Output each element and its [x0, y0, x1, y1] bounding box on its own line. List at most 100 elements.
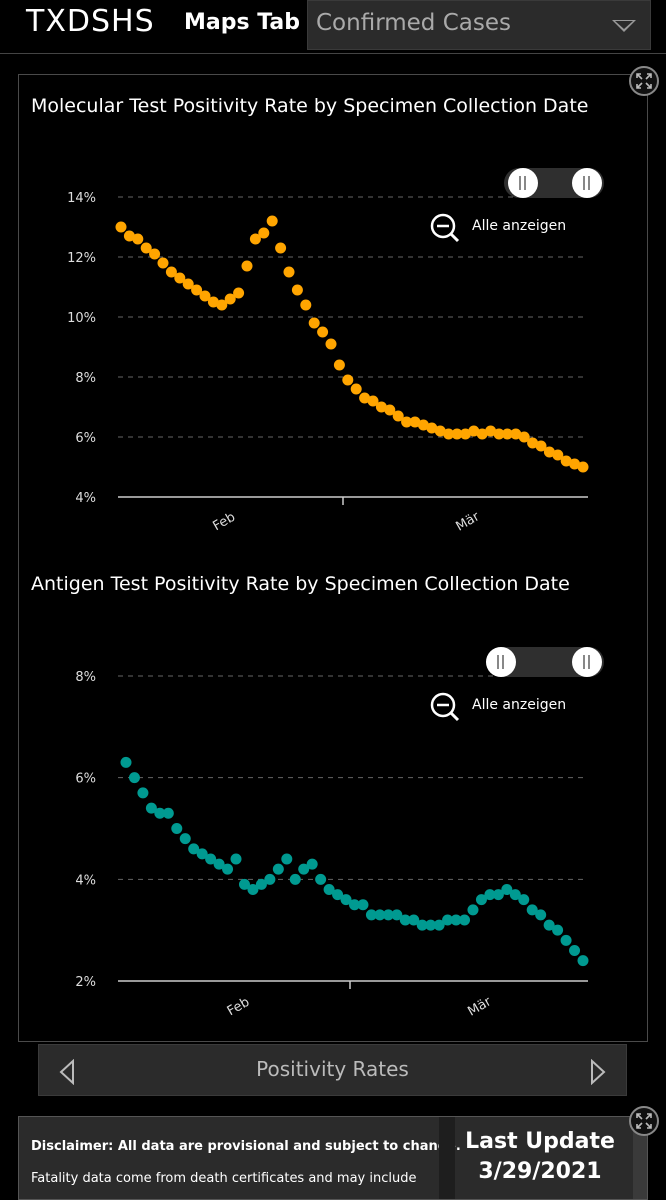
- antigen-chart: 2% 4% 6% 8% Feb Mär: [75, 670, 589, 1020]
- data-point: [182, 278, 194, 290]
- show-all-label: Alle anzeigen: [472, 697, 567, 713]
- y-tick-label: 12%: [67, 251, 96, 266]
- zoom-out-icon: [430, 692, 460, 722]
- slider-handle-right[interactable]: [572, 168, 602, 198]
- slider-handle-left[interactable]: [486, 647, 516, 677]
- fatality-note: Fatality data come from death certificat…: [31, 1171, 417, 1186]
- data-point: [476, 428, 488, 440]
- y-tick-label: 2%: [75, 975, 96, 990]
- data-point: [123, 230, 135, 242]
- case-type-dropdown[interactable]: Confirmed Cases: [307, 0, 651, 50]
- data-point: [238, 878, 250, 890]
- data-point: [501, 884, 513, 895]
- data-point: [493, 428, 505, 440]
- data-point: [401, 416, 413, 428]
- data-point: [374, 909, 386, 921]
- data-point: [527, 437, 539, 449]
- data-point: [264, 873, 276, 885]
- data-point: [510, 428, 522, 440]
- data-point: [171, 823, 183, 834]
- data-point: [443, 428, 455, 440]
- antigen-chart-title: Antigen Test Positivity Rate by Specimen…: [31, 573, 570, 595]
- footer-panel: Disclaimer: All data are provisional and…: [18, 1116, 648, 1200]
- chart-pager: Positivity Rates: [38, 1044, 627, 1096]
- data-point: [340, 894, 352, 906]
- data-point: [241, 260, 253, 272]
- data-point: [349, 899, 360, 911]
- data-point: [518, 431, 530, 443]
- data-point: [501, 428, 513, 440]
- data-point: [560, 934, 572, 946]
- chevron-left-icon[interactable]: [57, 1059, 79, 1085]
- data-point: [249, 233, 261, 245]
- data-point: [300, 299, 312, 311]
- data-point: [543, 446, 555, 458]
- expand-icon[interactable]: [629, 1106, 659, 1136]
- data-point: [140, 242, 152, 254]
- data-point: [266, 215, 278, 227]
- data-point: [258, 227, 270, 239]
- data-point: [233, 287, 245, 299]
- data-point: [467, 904, 479, 916]
- data-point: [416, 919, 428, 931]
- data-point: [323, 884, 335, 895]
- x-tick-label: Mär: [465, 994, 494, 1020]
- data-point: [560, 455, 572, 467]
- data-point: [577, 955, 589, 967]
- data-point: [145, 802, 157, 814]
- data-point: [342, 374, 354, 386]
- pager-label: Positivity Rates: [256, 1057, 409, 1081]
- data-point: [359, 392, 371, 404]
- last-update-label: Last Update: [465, 1129, 615, 1154]
- data-point: [459, 428, 471, 440]
- data-point: [577, 461, 589, 473]
- data-point: [333, 359, 345, 371]
- slider-handle-right[interactable]: [572, 647, 602, 677]
- slider-handle-left[interactable]: [508, 168, 538, 198]
- data-point: [283, 266, 295, 278]
- data-point: [484, 889, 496, 901]
- data-point: [543, 919, 555, 931]
- data-point: [115, 221, 127, 233]
- data-point: [275, 242, 287, 254]
- data-point: [315, 873, 327, 885]
- y-tick-label: 6%: [75, 431, 96, 446]
- zoom-out-icon: [430, 213, 460, 243]
- data-point: [132, 233, 144, 245]
- y-tick-label: 14%: [67, 191, 96, 206]
- data-point: [137, 787, 149, 799]
- data-point: [425, 919, 437, 931]
- data-point: [174, 272, 186, 284]
- antigen-range-slider[interactable]: [486, 647, 604, 677]
- chevron-right-icon[interactable]: [586, 1059, 608, 1085]
- data-point: [162, 807, 174, 819]
- data-point: [213, 858, 225, 870]
- data-point: [281, 853, 293, 865]
- data-point: [205, 853, 217, 865]
- expand-icon[interactable]: [629, 66, 659, 96]
- data-point: [325, 338, 337, 350]
- data-point: [291, 284, 303, 296]
- data-point: [552, 449, 564, 461]
- data-point: [191, 284, 203, 296]
- data-point: [552, 924, 564, 936]
- data-point: [459, 914, 471, 926]
- data-point: [289, 873, 301, 885]
- y-tick-label: 8%: [75, 371, 96, 386]
- data-point: [468, 425, 480, 437]
- molecular-chart-title: Molecular Test Positivity Rate by Specim…: [31, 95, 589, 117]
- data-point: [426, 422, 438, 434]
- last-update-date: 3/29/2021: [478, 1159, 602, 1184]
- data-point: [433, 919, 445, 931]
- molecular-range-slider[interactable]: [504, 168, 604, 198]
- data-point: [357, 899, 369, 911]
- data-point: [298, 863, 310, 875]
- data-point: [367, 395, 379, 407]
- top-bar: TXDSHS Maps Tab Confirmed Cases: [0, 0, 666, 54]
- footer-scrollbar[interactable]: [633, 1117, 647, 1199]
- data-point: [365, 909, 377, 921]
- data-point: [375, 401, 387, 413]
- data-point: [417, 419, 429, 431]
- tab-maps[interactable]: Maps Tab: [184, 10, 301, 35]
- data-point: [450, 914, 462, 926]
